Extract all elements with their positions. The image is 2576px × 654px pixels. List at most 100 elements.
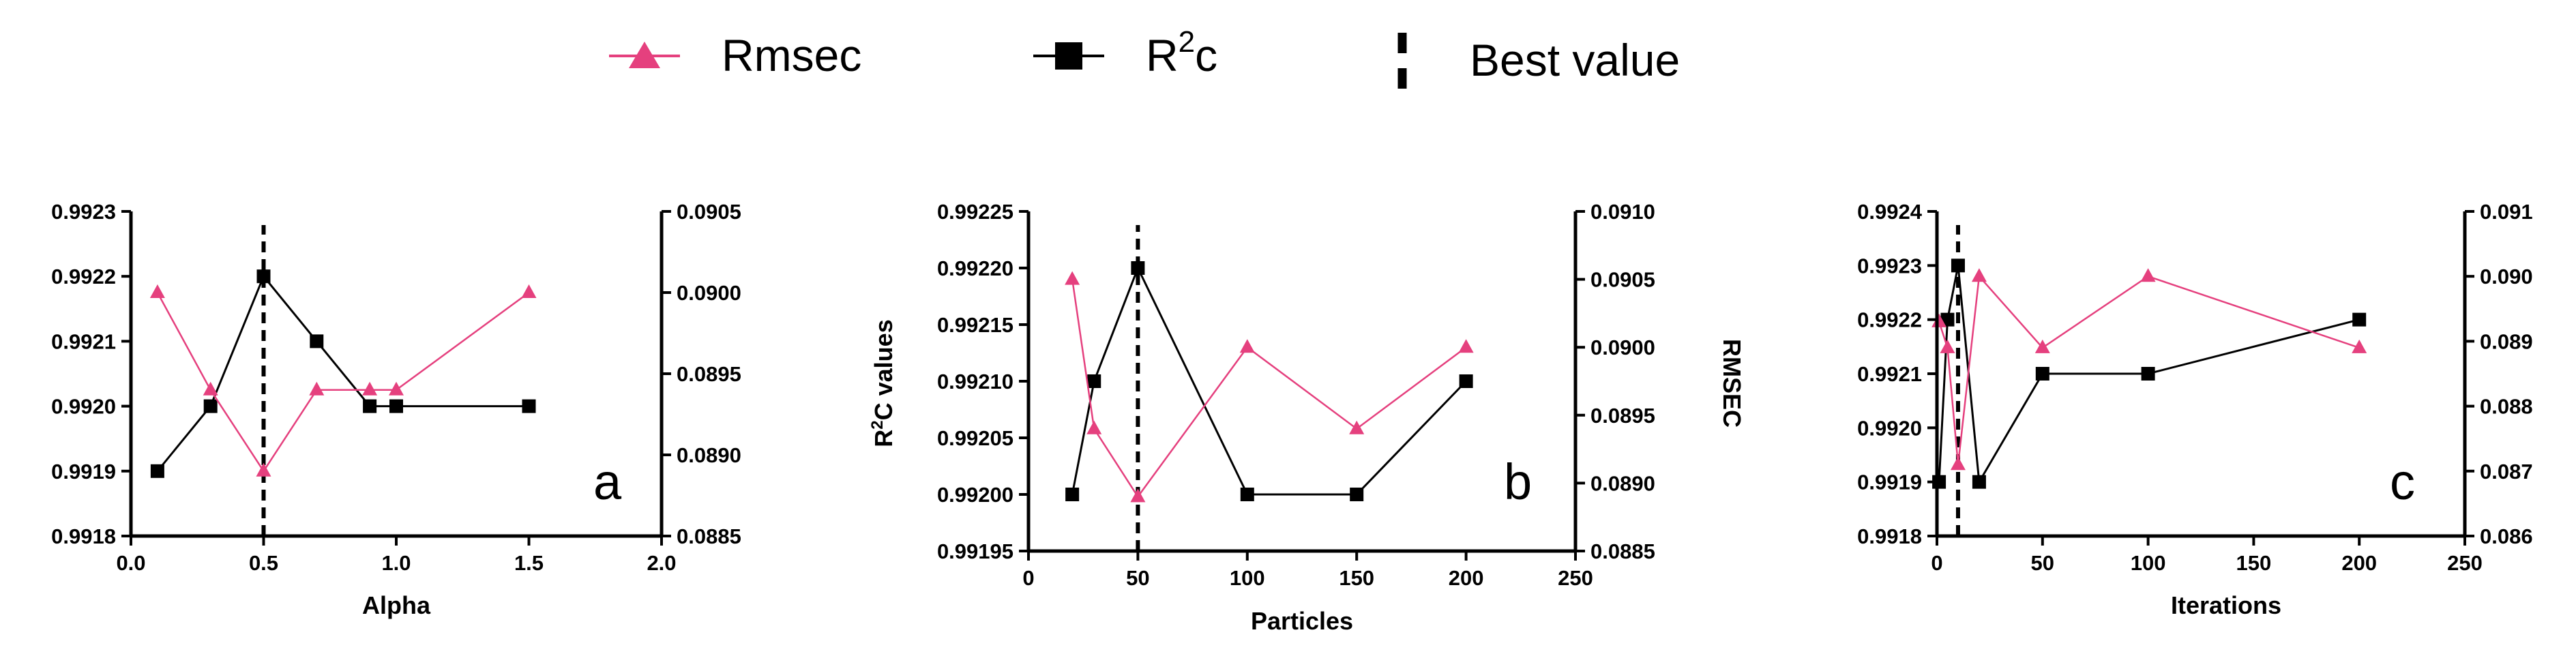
panel-a-y-left-tick-label: 0.9920 bbox=[51, 395, 116, 419]
panel-c-rmsec-point bbox=[2352, 339, 2367, 353]
panel-a-r2c-point bbox=[522, 399, 536, 413]
panel-c-x-tick-label: 200 bbox=[2341, 551, 2377, 575]
panel-b-y-right-tick-label: 0.0910 bbox=[1590, 200, 1655, 224]
panel-b-y-left-tick-label: 0.99195 bbox=[937, 539, 1013, 563]
panel-b-y-left-title: R2C values bbox=[868, 319, 898, 447]
legend-best-label: Best value bbox=[1470, 35, 1680, 85]
panel-c-rmsec-series bbox=[1931, 268, 2367, 471]
panel-a-y-left-tick-label: 0.9922 bbox=[51, 265, 116, 288]
legend-r2c-base: R bbox=[1146, 30, 1179, 80]
panel-a-rmsec-point bbox=[149, 284, 165, 298]
panel-c-y-left-tick-label: 0.9924 bbox=[1857, 200, 1923, 224]
panel-a-y-right-tick-label: 0.0895 bbox=[677, 362, 741, 386]
panel-a-y-left-tick-label: 0.9921 bbox=[51, 329, 116, 353]
panel-a-r2c-point bbox=[203, 399, 218, 413]
panel-a-r2c-point bbox=[389, 399, 403, 413]
panel-a-letter: a bbox=[593, 454, 622, 510]
panel-b-y-right-tick-label: 0.0905 bbox=[1590, 268, 1655, 292]
panel-a-r2c-series bbox=[150, 269, 536, 478]
panel-b-x-tick-label: 100 bbox=[1230, 566, 1265, 590]
panel-a-rmsec-point bbox=[256, 462, 271, 477]
panel-a-x-tick-label: 0.5 bbox=[249, 551, 278, 575]
panel-a-y-left-tick-label: 0.9919 bbox=[51, 460, 116, 484]
panel-a-r2c-point bbox=[150, 464, 164, 478]
panel-b-y-left-sup: 2 bbox=[868, 420, 887, 429]
panel-c-y-right-tick-label: 0.087 bbox=[2480, 460, 2533, 484]
panel-a-rmsec-point bbox=[521, 284, 537, 298]
panel-a-axes: 0.0 0.5 1.0 1.5 2.0 0.9918 0.9919 0.9920 0.9921 0… bbox=[51, 200, 741, 575]
panel-b-y-right-tick-label: 0.0895 bbox=[1590, 404, 1655, 428]
panel-a-r2c-point bbox=[256, 269, 271, 284]
panel-b-rmsec-point bbox=[1130, 488, 1146, 503]
panel-b-y-left-tick-label: 0.99225 bbox=[937, 200, 1013, 224]
panel-b-y-right-tick-label: 0.0900 bbox=[1590, 336, 1655, 359]
legend-best: Best value bbox=[1397, 33, 1680, 94]
panel-c-x-tick-label: 100 bbox=[2131, 551, 2166, 575]
panel-a-r2c-point bbox=[363, 399, 377, 413]
panel-b-x-tick-label: 200 bbox=[1449, 566, 1484, 590]
panel-c-rmsec-point bbox=[2034, 339, 2050, 353]
panel-b-y-left-tick-label: 0.99215 bbox=[937, 313, 1013, 337]
panel-b-y-left-tick-label: 0.99220 bbox=[937, 256, 1013, 280]
panel-a-x-tick-label: 1.0 bbox=[381, 551, 411, 575]
panel-c-r2c-series bbox=[1932, 258, 2367, 489]
panel-a: 0.0 0.5 1.0 1.5 2.0 0.9918 0.9919 0.9920 0.9921 0… bbox=[51, 200, 741, 619]
panel-c-rmsec-point bbox=[1950, 456, 1966, 471]
panel-c-y-right-tick-label: 0.086 bbox=[2480, 524, 2533, 548]
panel-a-r2c-line bbox=[156, 274, 529, 472]
panel-c-y-left-tick-label: 0.9918 bbox=[1857, 524, 1922, 548]
panel-a-y-right-tick-label: 0.0885 bbox=[677, 524, 741, 548]
panel-c: 0 50 100 150 200 250 0.9918 0.9919 0.9920 0.9921 0… bbox=[1857, 200, 2532, 619]
panel-c-rmsec-point bbox=[1940, 339, 1955, 353]
panel-c-y-left-tick-label: 0.9921 bbox=[1857, 362, 1922, 386]
panel-b-y-left-tail: C values bbox=[870, 319, 898, 420]
panel-b-r2c-series bbox=[1065, 261, 1473, 501]
panel-a-x-tick-label: 1.5 bbox=[514, 551, 544, 575]
panel-c-rmsec-point bbox=[2140, 268, 2156, 282]
legend-r2c-sup: 2 bbox=[1179, 25, 1195, 59]
panel-c-r2c-point bbox=[2352, 312, 2367, 327]
panel-a-rmsec-series bbox=[149, 284, 537, 477]
panel-c-letter: c bbox=[2390, 454, 2415, 510]
panel-a-rmsec-point bbox=[389, 381, 404, 396]
panel-c-y-left-tick-label: 0.9923 bbox=[1857, 254, 1922, 278]
panel-b-rmsec-point bbox=[1086, 420, 1102, 434]
panel-c-x-tick-label: 150 bbox=[2236, 551, 2272, 575]
panel-a-rmsec-line bbox=[156, 291, 530, 473]
legend: Rmsec R2c Best value bbox=[609, 25, 1680, 94]
panel-a-y-right-tick-label: 0.0900 bbox=[677, 281, 741, 305]
panel-c-y-left-tick-label: 0.9919 bbox=[1857, 471, 1922, 494]
panel-c-y-left-tick-label: 0.9920 bbox=[1857, 416, 1922, 440]
panel-b-y-left-tick-label: 0.99210 bbox=[937, 370, 1013, 393]
panel-b-rmsec-point bbox=[1239, 339, 1255, 353]
panel-a-x-tick-label: 0.0 bbox=[116, 551, 145, 575]
panel-c-y-right-tick-label: 0.090 bbox=[2480, 265, 2533, 288]
panel-b-rmsec-point bbox=[1065, 271, 1080, 285]
panel-b-r2c-point bbox=[1240, 488, 1254, 501]
legend-r2c: R2c bbox=[1033, 25, 1217, 80]
panel-b-y-left-base: R bbox=[870, 430, 898, 447]
legend-rmsec: Rmsec bbox=[609, 30, 861, 80]
legend-r2c-label: R2c bbox=[1146, 25, 1217, 80]
panel-b-r2c-point bbox=[1350, 488, 1364, 501]
panel-c-r2c-point bbox=[1951, 258, 1965, 273]
panel-b-y-right-title: RMSEC bbox=[1718, 339, 1746, 428]
legend-rmsec-label: Rmsec bbox=[722, 30, 861, 80]
panel-b-r2c-point bbox=[1459, 374, 1473, 388]
panel-a-rmsec-point bbox=[203, 381, 218, 396]
panel-a-y-left-tick-label: 0.9918 bbox=[51, 524, 116, 548]
panel-b-r2c-line bbox=[1071, 265, 1467, 496]
panel-a-y-right-tick-label: 0.0905 bbox=[677, 200, 741, 224]
panel-c-x-title: Iterations bbox=[2171, 591, 2281, 619]
panel-b-r2c-point bbox=[1131, 261, 1145, 275]
panel-c-y-right-tick-label: 0.089 bbox=[2480, 329, 2533, 353]
panel-c-y-right-tick-label: 0.088 bbox=[2480, 395, 2533, 419]
panel-c-y-right-tick-label: 0.091 bbox=[2480, 200, 2533, 224]
panel-b-x-title: Particles bbox=[1251, 607, 1353, 635]
panel-b-axes: 0 50 100 150 200 250 0.99195 0.99200 0.99205 0.99… bbox=[937, 200, 1655, 590]
panel-b-r2c-point bbox=[1065, 488, 1080, 501]
panel-b-y-right-tick-label: 0.0890 bbox=[1590, 471, 1655, 495]
panel-b-rmsec-line bbox=[1071, 279, 1467, 499]
panel-a-x-tick-label: 2.0 bbox=[647, 551, 676, 575]
